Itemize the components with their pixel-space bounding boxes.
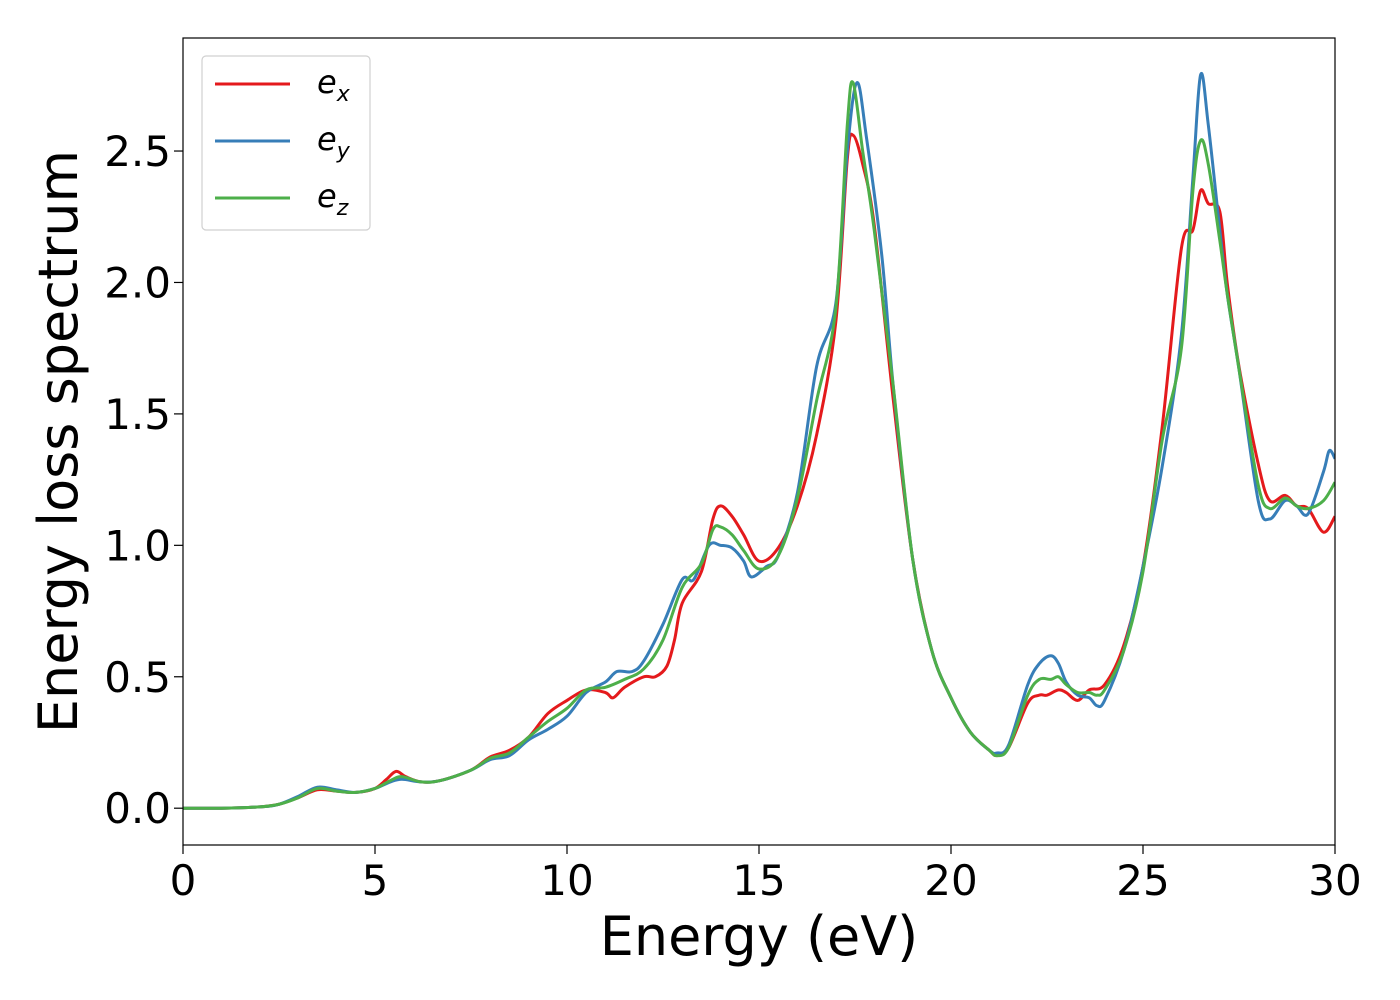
y-axis: 0.0 0.5 1.0 1.5 2.0 2.5 [104,127,183,833]
x-axis-title: Energy (eV) [600,905,919,968]
y-tick-label: 0.5 [104,653,171,702]
legend-label: ex [317,63,351,107]
y-tick-label: 0.0 [104,784,171,833]
x-tick-label: 0 [170,856,197,905]
legend-box [201,55,371,231]
y-tick-label: 1.5 [104,390,171,439]
x-tick-label: 25 [1116,856,1169,905]
series-layer [183,71,1335,810]
x-axis: 0 5 10 15 20 25 30 [170,845,1362,905]
y-tick-label: 2.0 [104,258,171,307]
y-axis-title: Energy loss spectrum [27,150,90,733]
series-line-ez [183,80,1335,810]
y-tick-label: 2.5 [104,127,171,176]
legend-label: ey [317,120,351,164]
x-tick-label: 10 [540,856,593,905]
legend-label: ez [317,177,349,221]
x-tick-label: 30 [1308,856,1361,905]
y-tick-label: 1.0 [104,521,171,570]
x-tick-label: 20 [924,856,977,905]
x-tick-label: 5 [362,856,389,905]
x-tick-label: 15 [732,856,785,905]
legend: ex ey ez [201,55,371,231]
